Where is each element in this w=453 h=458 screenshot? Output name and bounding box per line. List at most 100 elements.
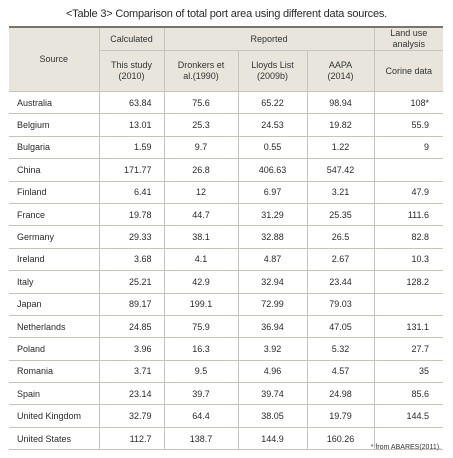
cell-this-study: 89.17 [99,293,165,316]
header-aapa-line2: (2014) [327,71,354,81]
header-source: Source [9,26,100,92]
cell-dronkers: 75.6 [164,91,239,115]
footnote: * from ABARES(2011). [370,444,441,451]
cell-lloyds: 38.05 [238,404,308,428]
cell-corine: 128.2 [374,270,444,294]
cell-source: Netherlands [9,315,100,339]
cell-lloyds: 4.87 [238,248,308,272]
table-row: United States 112.7 138.7 144.9 160.26 [9,427,444,451]
cell-dronkers: 75.9 [164,315,239,339]
table-row: Ireland 3.68 4.1 4.87 2.67 10.3 [9,248,444,272]
cell-aapa: 79.03 [307,293,375,316]
table-row: Germany 29.33 38.1 32.88 26.5 82.8 [9,225,444,249]
cell-aapa: 23.44 [307,270,375,294]
cell-corine: 82.8 [374,225,444,249]
table-row: Italy 25.21 42.9 32.94 23.44 128.2 [9,270,444,294]
cell-dronkers: 9.5 [164,360,239,384]
cell-this-study: 32.79 [99,404,165,428]
cell-corine: 131.1 [374,315,444,339]
table-row: Finland 6.41 12 6.97 3.21 47.9 [9,181,444,204]
header-lloyds-line2: (2009b) [256,71,289,81]
table-row: Australia 63.84 75.6 65.22 98.94 108* [9,91,444,115]
table-row: Belgium 13.01 25.3 24.53 19.82 55.9 [9,113,444,137]
cell-source: United States [9,427,100,451]
header-lloyds: Lloyds List (2009b) [238,50,308,92]
cell-source: France [9,203,100,227]
cell-lloyds: 406.63 [238,158,308,182]
header-this-study-line2: (2010) [118,71,145,81]
table-row: Japan 89.17 199.1 72.99 79.03 [9,293,444,316]
cell-lloyds: 4.96 [238,360,308,384]
cell-dronkers: 25.3 [164,113,239,137]
cell-source: Spain [9,382,100,406]
cell-aapa: 25.35 [307,203,375,227]
cell-corine: 27.7 [374,337,444,361]
cell-this-study: 63.84 [99,91,165,115]
cell-this-study: 3.96 [99,337,165,361]
table-row: Netherlands 24.85 75.9 36.94 47.05 131.1 [9,315,444,339]
cell-this-study: 24.85 [99,315,165,339]
cell-source: Belgium [9,113,100,137]
cell-lloyds: 3.92 [238,337,308,361]
header-dronkers-line2: al.(1990) [183,71,219,81]
cell-this-study: 3.71 [99,360,165,384]
cell-this-study: 23.14 [99,382,165,406]
cell-corine [374,427,444,451]
cell-corine [374,158,444,182]
cell-this-study: 171.77 [99,158,165,182]
table-row: Romania 3.71 9.5 4.96 4.57 35 [9,360,444,384]
cell-this-study: 3.68 [99,248,165,272]
cell-aapa: 547.42 [307,158,375,182]
cell-dronkers: 138.7 [164,427,239,451]
table-row: United Kingdom 32.79 64.4 38.05 19.79 144.5 [9,404,444,428]
header-lloyds-line1: Lloyds List [251,60,294,70]
cell-aapa: 160.26 [307,427,375,451]
cell-source: Ireland [9,248,100,272]
cell-dronkers: 9.7 [164,136,239,160]
cell-aapa: 26.5 [307,225,375,249]
header-aapa-line1: AAPA [328,60,353,70]
cell-lloyds: 39.74 [238,382,308,406]
table-row: China 171.77 26.8 406.63 547.42 [9,158,444,182]
header-this-study: This study (2010) [99,50,165,92]
header-this-study-line1: This study [110,60,152,70]
header-aapa: AAPA (2014) [307,50,375,92]
cell-aapa: 47.05 [307,315,375,339]
cell-aapa: 19.79 [307,404,375,428]
cell-lloyds: 36.94 [238,315,308,339]
header-reported: Reported [164,26,375,51]
cell-source: China [9,158,100,182]
cell-corine: 85.6 [374,382,444,406]
header-dronkers: Dronkers et al.(1990) [164,50,239,92]
cell-lloyds: 32.88 [238,225,308,249]
cell-this-study: 29.33 [99,225,165,249]
cell-dronkers: 12 [164,181,239,204]
cell-aapa: 3.21 [307,181,375,204]
cell-corine: 35 [374,360,444,384]
cell-lloyds: 65.22 [238,91,308,115]
cell-aapa: 19.82 [307,113,375,137]
cell-aapa: 98.94 [307,91,375,115]
cell-lloyds: 31.29 [238,203,308,227]
cell-corine [374,293,444,316]
cell-lloyds: 144.9 [238,427,308,451]
cell-source: Australia [9,91,100,115]
cell-corine: 10.3 [374,248,444,272]
cell-this-study: 19.78 [99,203,165,227]
table-row: Spain 23.14 39.7 39.74 24.98 85.6 [9,382,444,406]
cell-source: Bulgaria [9,136,100,160]
cell-aapa: 24.98 [307,382,375,406]
table-row: Poland 3.96 16.3 3.92 5.32 27.7 [9,337,444,361]
cell-aapa: 1.22 [307,136,375,160]
table-title: <Table 3> Comparison of total port area … [65,8,388,20]
cell-corine: 9 [374,136,444,160]
cell-aapa: 5.32 [307,337,375,361]
cell-corine: 108* [374,91,444,115]
cell-dronkers: 16.3 [164,337,239,361]
cell-dronkers: 38.1 [164,225,239,249]
cell-corine: 47.9 [374,181,444,204]
cell-aapa: 4.57 [307,360,375,384]
cell-this-study: 112.7 [99,427,165,451]
cell-source: Romania [9,360,100,384]
cell-this-study: 13.01 [99,113,165,137]
